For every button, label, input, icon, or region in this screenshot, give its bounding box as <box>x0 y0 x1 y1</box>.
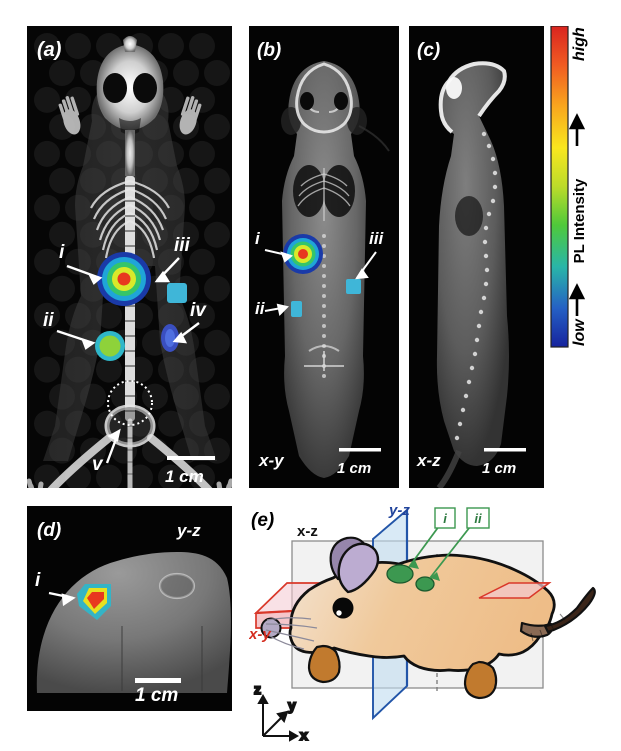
svg-text:i: i <box>59 242 65 263</box>
svg-text:1 cm: 1 cm <box>337 460 371 477</box>
svg-text:y: y <box>288 697 296 713</box>
svg-text:ii: ii <box>474 511 482 526</box>
svg-text:x-y: x-y <box>258 451 285 470</box>
svg-text:x-y: x-y <box>249 626 271 643</box>
svg-text:x: x <box>300 727 308 743</box>
svg-text:iii: iii <box>369 229 384 248</box>
svg-text:(e): (e) <box>251 510 274 531</box>
svg-text:(a): (a) <box>37 39 62 61</box>
svg-text:v: v <box>92 454 104 475</box>
svg-text:low: low <box>571 318 588 346</box>
svg-text:y-z: y-z <box>388 506 410 519</box>
svg-text:PL Intensity: PL Intensity <box>571 178 588 263</box>
svg-text:ii: ii <box>43 310 54 331</box>
svg-text:1 cm: 1 cm <box>482 460 516 477</box>
svg-text:1 cm: 1 cm <box>135 685 178 706</box>
svg-text:(c): (c) <box>417 40 440 61</box>
svg-text:x-z: x-z <box>416 451 441 470</box>
svg-text:iv: iv <box>190 300 207 321</box>
svg-text:y-z: y-z <box>176 521 201 540</box>
svg-text:high: high <box>571 27 588 61</box>
svg-text:iii: iii <box>174 235 191 256</box>
svg-text:x-z: x-z <box>297 523 318 540</box>
svg-text:i: i <box>35 570 41 591</box>
svg-text:ii: ii <box>255 299 266 318</box>
svg-text:1 cm: 1 cm <box>165 467 204 486</box>
svg-text:(b): (b) <box>257 40 281 61</box>
svg-text:i: i <box>443 511 447 526</box>
svg-text:(d): (d) <box>37 520 61 541</box>
svg-text:z: z <box>254 681 261 697</box>
